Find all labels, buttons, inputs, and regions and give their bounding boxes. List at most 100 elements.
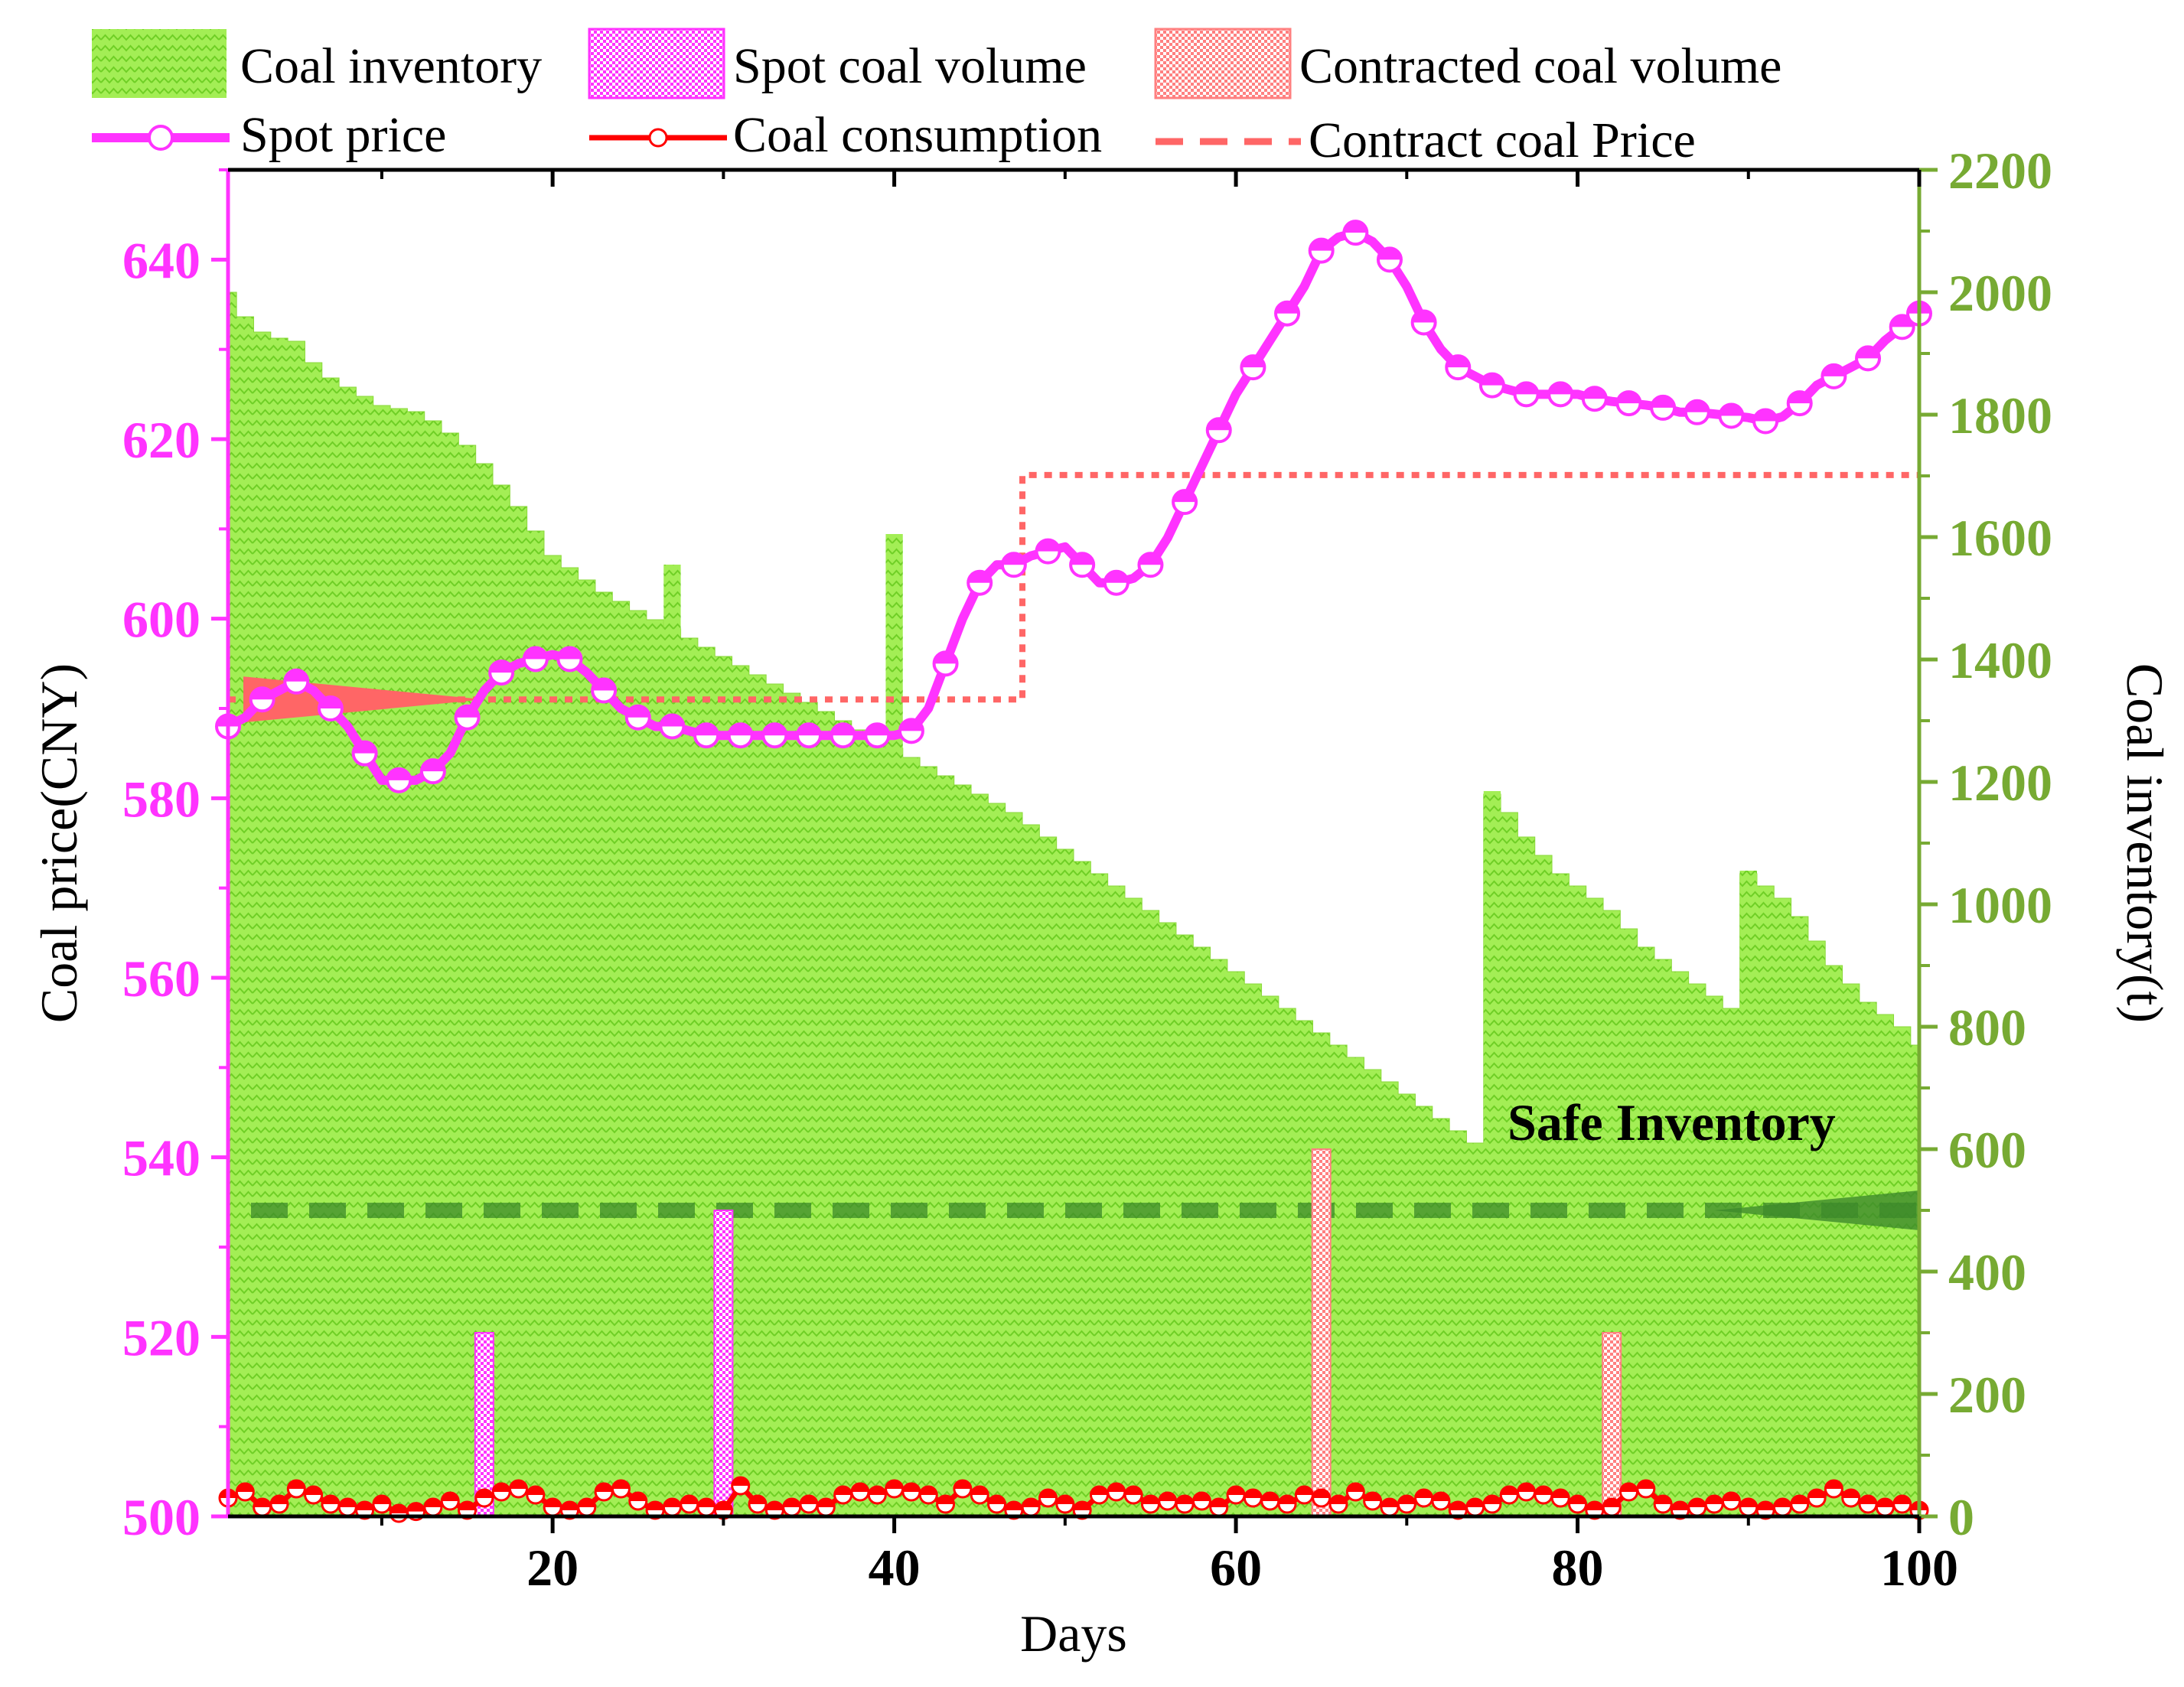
spot-price-point-top (1002, 553, 1025, 565)
coal-consumption-point-top (834, 1487, 852, 1495)
legend-label: Spot price (240, 107, 446, 163)
spot-price-point-top (1788, 392, 1811, 404)
x-tick-label: 80 (1552, 1539, 1604, 1597)
spot-price-point-top (1173, 490, 1197, 503)
coal-consumption-point-top (321, 1496, 339, 1504)
coal-consumption-point-top (1415, 1490, 1433, 1498)
coal-consumption-point-top (1483, 1496, 1501, 1504)
coal-consumption-point-top (253, 1499, 271, 1507)
coal-consumption-point-top (1193, 1493, 1211, 1501)
spot-price-point-top (968, 571, 992, 583)
right-tick-label: 1800 (1948, 386, 2052, 445)
coal-consumption-point-top (1791, 1496, 1808, 1504)
coal-consumption-point-top (1056, 1496, 1074, 1504)
coal-consumption-point-top (851, 1483, 869, 1492)
coal-consumption-point-top (1380, 1499, 1398, 1507)
coal-consumption-point-top (1774, 1499, 1791, 1507)
left-tick-label: 540 (122, 1129, 200, 1187)
coal-consumption-point-top (1893, 1496, 1911, 1504)
spot-price-point-top (934, 652, 957, 664)
coal-consumption-point-top (1398, 1496, 1416, 1504)
coal-consumption-point-top (1210, 1499, 1227, 1507)
coal-consumption-point-top (902, 1483, 920, 1492)
coal-consumption-point-top (1569, 1496, 1586, 1504)
spot-price-point-top (660, 715, 684, 727)
coal-consumption-point-top (1501, 1487, 1518, 1495)
coal-consumption-point-top (1552, 1490, 1570, 1498)
legend-label: Coal inventory (240, 38, 542, 94)
coal-consumption-point-top (1842, 1490, 1860, 1498)
legend-label: Spot coal volume (733, 38, 1087, 94)
x-tick-label: 60 (1210, 1539, 1262, 1597)
spot-price-point-top (250, 688, 274, 700)
spot-price-point-top (1104, 571, 1128, 583)
axes: 500 520 540 560 580 600 620 640 0 200 400 600 800 100… (30, 142, 2174, 1663)
coal-consumption-point-top (953, 1480, 971, 1489)
coal-consumption-point-top (390, 1505, 408, 1513)
spot-price-point-top (1685, 400, 1709, 412)
spot-price-point-top (285, 669, 308, 682)
coal-consumption-point-top (715, 1502, 732, 1511)
coal-consumption-point-top (800, 1496, 817, 1504)
coal-consumption-point-top (1090, 1487, 1108, 1495)
coal-consumption-point-top (1074, 1502, 1091, 1510)
coal-consumption-point-top (288, 1480, 305, 1489)
coal-consumption-point-top (1825, 1480, 1843, 1489)
spot-price-point-top (1446, 356, 1470, 368)
spot-price-point-top (1036, 539, 1060, 552)
coal-consumption-point-top (988, 1496, 1006, 1504)
coal-consumption-point-top (1227, 1487, 1245, 1495)
spot-price-point-top (318, 697, 342, 708)
legend-swatch-inventory (92, 29, 227, 98)
spot-price-point-top (1651, 396, 1675, 408)
legend: Coal inventory Spot coal volume Contracted… (92, 28, 1781, 168)
coal-consumption-point-top (561, 1502, 579, 1510)
coal-consumption-point-top (920, 1487, 937, 1495)
coal-consumption-point-top (869, 1487, 886, 1495)
left-tick-label: 640 (122, 231, 200, 289)
coal-consumption-point-top (783, 1499, 800, 1507)
coal-consumption-point-top (1022, 1499, 1040, 1507)
spot-price-point-top (1309, 239, 1333, 251)
right-tick-label: 200 (1948, 1366, 2026, 1424)
inventory-refill-bar (885, 534, 903, 1516)
coal-consumption-point-top (1330, 1496, 1348, 1504)
x-tick-label: 20 (526, 1539, 579, 1597)
coal-consumption-point-top (270, 1496, 288, 1504)
right-tick-label: 2000 (1948, 264, 2052, 322)
coal-consumption-point-top (732, 1477, 749, 1486)
inventory-refill-bar (1739, 871, 1757, 1516)
spot-price-point-top (865, 724, 889, 736)
x-axis-title: Days (1020, 1604, 1127, 1663)
right-tick-label: 800 (1948, 998, 2026, 1057)
coal-consumption-point-top (1107, 1483, 1125, 1492)
inventory-refill-bar (663, 565, 681, 1516)
coal-consumption-point-top (1637, 1480, 1654, 1489)
coal-consumption-point-top (424, 1499, 442, 1507)
spot-volume-bar (474, 1332, 494, 1517)
spot-price-point-top (353, 741, 376, 754)
coal-consumption-point-top (1261, 1493, 1279, 1501)
coal-consumption-point-top (1449, 1502, 1467, 1510)
coal-consumption-point-top (373, 1496, 390, 1504)
spot-price-point-top (1719, 404, 1743, 416)
spot-price-point-top (1822, 364, 1846, 376)
spot-price-point-top (1856, 347, 1880, 359)
legend-entry: Contracted coal volume (1154, 28, 1781, 99)
coal-consumption-point-top (1125, 1487, 1143, 1495)
coal-consumption-point-top (1534, 1487, 1552, 1495)
coal-consumption-point-top (1176, 1496, 1194, 1504)
spot-price-point-top (797, 724, 820, 736)
coal-consumption-point-top (629, 1493, 647, 1501)
legend-swatch-contract-volume (1154, 28, 1292, 99)
left-axis-title: Coal price(CNY) (30, 663, 88, 1023)
spot-price-point-top (831, 724, 855, 736)
spot-price-point-top (626, 705, 650, 718)
right-tick-label: 1000 (1948, 876, 2052, 934)
coal-consumption-point-top (510, 1480, 527, 1489)
right-tick-label: 1400 (1948, 631, 2052, 689)
legend-marker-consumption (648, 128, 668, 148)
left-tick-label: 560 (122, 949, 200, 1008)
legend-entry: Spot coal volume (588, 28, 1087, 99)
